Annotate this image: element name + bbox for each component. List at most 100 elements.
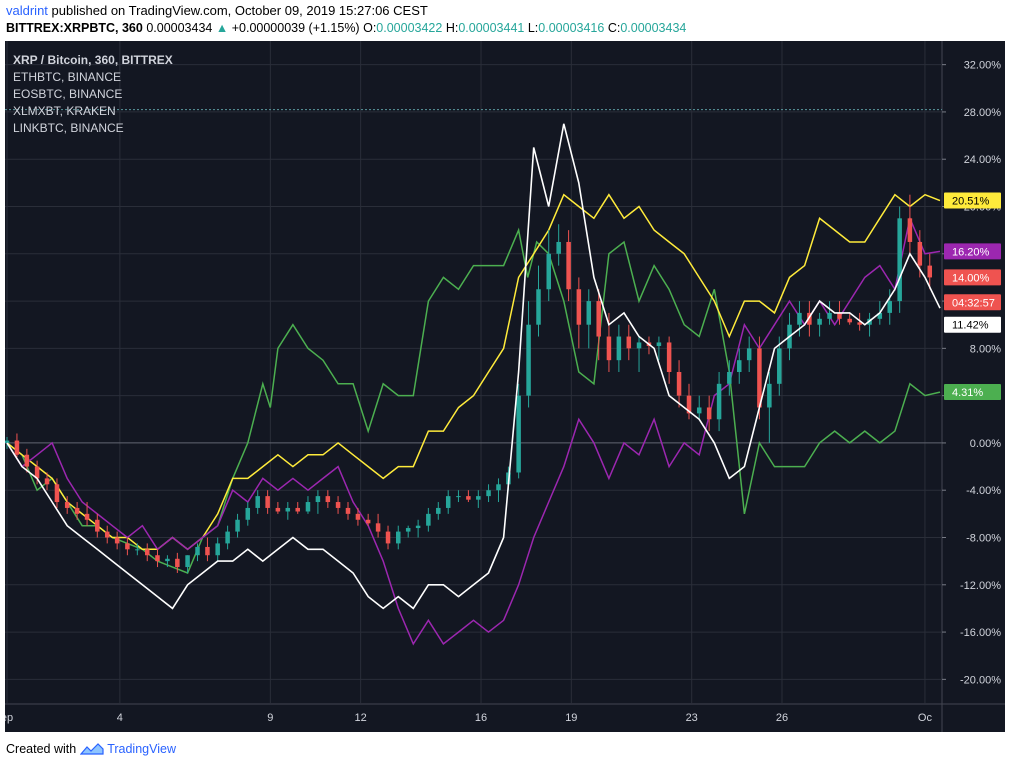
- candle-body: [746, 348, 752, 361]
- y-tick-label: -8.00%: [966, 533, 1001, 545]
- y-tick-label: 28.00%: [964, 107, 1002, 119]
- candle-body: [486, 490, 491, 497]
- candle-body: [847, 318, 852, 323]
- candle-body: [566, 241, 571, 290]
- candle-body: [54, 484, 60, 503]
- candle-body: [536, 289, 541, 325]
- candle-body: [385, 531, 391, 544]
- symbol-label: BITTREX:XRPBTC, 360: [6, 21, 143, 35]
- price-label-text: 4.31%: [952, 387, 983, 399]
- candle-body: [827, 312, 832, 319]
- candle-body: [24, 454, 30, 467]
- price-label-box: [944, 243, 1001, 260]
- candle-body: [265, 496, 270, 508]
- candle-body: [34, 466, 40, 479]
- legend-entry: LINKBTC, BINANCE: [13, 121, 124, 135]
- y-tick-label: 0.00%: [970, 438, 1001, 450]
- candle-body: [365, 519, 371, 524]
- y-tick-label: -12.00%: [960, 580, 1001, 592]
- candle-body: [235, 519, 240, 532]
- candle-body: [877, 312, 883, 319]
- y-tick-label: 8.00%: [970, 343, 1001, 355]
- candle-body: [456, 496, 461, 498]
- candle-body: [114, 537, 120, 544]
- price-label: 04:32:57: [944, 294, 1001, 311]
- candle-body: [526, 324, 531, 396]
- x-tick-label: 12: [355, 712, 367, 724]
- candle-body: [466, 496, 471, 500]
- tradingview-brand[interactable]: TradingView: [107, 742, 176, 756]
- price-label-box: [944, 192, 1001, 209]
- candle-body: [666, 342, 672, 372]
- candle-body: [44, 478, 50, 485]
- candle-body: [255, 496, 260, 508]
- price-label: 20.51%: [944, 192, 1001, 209]
- x-tick-label: 9: [267, 712, 273, 724]
- candle-body: [476, 496, 481, 500]
- candle-body: [656, 342, 662, 346]
- chart-svg[interactable]: 32.00%28.00%24.00%20.00%16.00%12.00%8.00…: [5, 41, 1005, 732]
- series-line-xlmxbt: [6, 215, 941, 646]
- author-link[interactable]: valdrint: [6, 3, 48, 18]
- candle-body: [345, 507, 351, 514]
- candle-body: [145, 549, 150, 556]
- candle-body: [917, 241, 923, 266]
- price-label-box: [944, 269, 1001, 286]
- candle-body: [596, 301, 601, 337]
- x-tick-label: 26: [776, 712, 788, 724]
- header-line1: valdrint published on TradingView.com, O…: [6, 3, 428, 18]
- x-tick-label: 19: [565, 712, 577, 724]
- candle-body: [74, 507, 80, 514]
- candle-body: [837, 312, 842, 319]
- candle-body: [415, 525, 421, 529]
- x-tick-label: 23: [686, 712, 698, 724]
- price-value: 0.00003434: [146, 21, 213, 35]
- price-label: 4.31%: [944, 383, 1001, 400]
- x-tick-label: 16: [475, 712, 487, 724]
- y-tick-label: -20.00%: [960, 674, 1001, 686]
- candle-body: [626, 336, 632, 349]
- candle-body: [817, 318, 822, 325]
- price-label-text: 04:32:57: [952, 297, 995, 309]
- legend-entry: XLMXBT, KRAKEN: [13, 104, 116, 118]
- open-label: O:: [363, 21, 377, 35]
- price-label: 14.00%: [944, 269, 1001, 286]
- candle-body: [897, 218, 902, 302]
- candle-body: [616, 336, 622, 361]
- candle-body: [686, 395, 692, 414]
- candle-body: [777, 348, 782, 384]
- candle-body: [887, 301, 892, 313]
- candle-body: [295, 507, 300, 512]
- candle-body: [396, 531, 401, 544]
- candle-body: [586, 301, 592, 325]
- candle-body: [64, 502, 70, 508]
- candle-body: [155, 555, 160, 562]
- candle-body: [305, 502, 311, 512]
- candle-body: [727, 372, 732, 384]
- candle-body: [165, 558, 170, 562]
- candle-body: [215, 543, 220, 556]
- open-value: 0.00003422: [376, 21, 443, 35]
- y-tick-label: -4.00%: [966, 485, 1001, 497]
- candle-body: [125, 543, 130, 550]
- price-label-box: [944, 316, 1001, 333]
- candle-body: [857, 322, 862, 325]
- chart-title: XRP / Bitcoin, 360, BITTREX: [13, 53, 173, 67]
- candle-body: [927, 265, 933, 278]
- candle-body: [205, 546, 210, 556]
- y-tick-label: 32.00%: [964, 60, 1002, 72]
- candle-body: [325, 496, 331, 503]
- series-line-linkbtc: [6, 123, 941, 610]
- candle-body: [275, 507, 281, 512]
- candle-body: [245, 507, 251, 520]
- x-tick-label: 4: [117, 712, 123, 724]
- close-label: C:: [607, 21, 621, 35]
- header-line2: BITTREX:XRPBTC, 360 0.00003434 ▲ +0.0000…: [6, 21, 686, 35]
- change-value: +0.00000039 (+1.15%): [231, 21, 360, 35]
- candle-body: [84, 513, 90, 520]
- candle-body: [676, 372, 682, 396]
- candle-body: [606, 336, 612, 361]
- candle-body: [737, 360, 742, 372]
- candle-body: [335, 502, 341, 508]
- candle-body: [636, 342, 642, 349]
